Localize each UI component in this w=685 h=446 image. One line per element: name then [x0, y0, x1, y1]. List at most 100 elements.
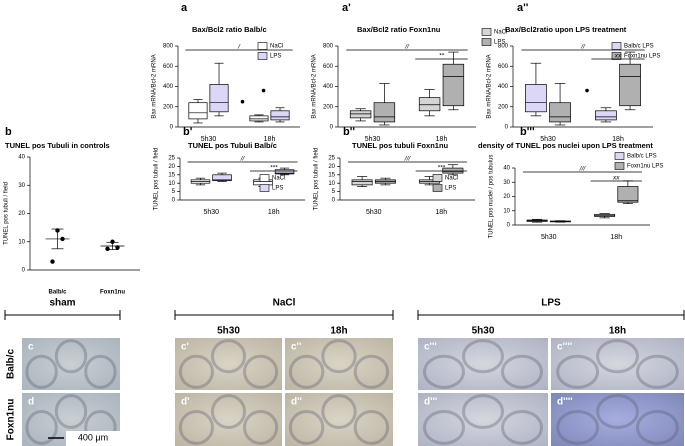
y-tick-label: 15	[168, 172, 175, 178]
legend-swatch	[257, 52, 268, 60]
tubule	[556, 354, 600, 389]
significance-label: ///	[404, 156, 412, 163]
tubule	[501, 354, 543, 389]
tubule	[54, 394, 88, 429]
significance-label: //	[404, 44, 410, 51]
y-tick-label: 0	[330, 125, 334, 131]
significance-label: /	[237, 44, 241, 51]
micrograph	[418, 393, 548, 446]
data-point	[105, 246, 110, 252]
box	[188, 102, 208, 120]
y-tick-label: 30	[18, 183, 25, 189]
y-tick-label: 600	[498, 64, 509, 70]
x-tick-label: Foxn1nu	[100, 290, 125, 296]
x-tick-label: 18h	[612, 136, 624, 143]
x-tick-label: 18h	[435, 209, 447, 216]
outlier	[585, 88, 589, 93]
y-tick-label: 0	[170, 125, 174, 131]
tubule	[243, 354, 279, 389]
time-label: 18h	[330, 326, 347, 337]
tubule	[353, 354, 390, 389]
micrograph	[175, 393, 282, 446]
significance-label: ***	[270, 165, 278, 172]
tubule	[288, 354, 325, 389]
y-tick-label: 0	[332, 198, 336, 204]
y-tick-label: 25	[168, 156, 175, 162]
box	[549, 102, 571, 123]
legend-swatch	[614, 152, 625, 160]
tubule	[635, 354, 679, 389]
chart-title: Bax/Bcl2 ratio Foxn1nu	[357, 25, 441, 34]
panel-label: d''	[291, 397, 302, 408]
y-tick-label: 20	[503, 194, 510, 200]
panel-label: d''''	[557, 397, 573, 408]
legend-swatch	[611, 52, 622, 60]
tubule	[423, 354, 465, 389]
box	[212, 174, 232, 182]
y-tick-label: 40	[18, 155, 25, 161]
y-tick-label: 400	[323, 84, 334, 90]
significance-label: //	[580, 44, 586, 51]
micrograph	[22, 338, 120, 390]
box	[442, 63, 465, 107]
box	[274, 169, 295, 175]
chart-title: TUNEL pos Tubuli Balb/c	[188, 141, 277, 150]
box	[595, 110, 617, 121]
y-tick-label: 800	[498, 44, 509, 50]
y-tick-label: 800	[323, 44, 334, 50]
legend-label: LPS	[270, 54, 281, 60]
tubule	[501, 410, 543, 445]
tubule	[54, 339, 88, 374]
tubule	[178, 410, 214, 445]
y-tick-label: 10	[168, 181, 175, 187]
y-tick-label: 400	[498, 84, 509, 90]
y-tick-label: 30	[503, 180, 510, 186]
significance-label: ///	[579, 166, 587, 173]
y-tick-label: 400	[163, 84, 174, 90]
legend-label: NaCl	[270, 44, 283, 50]
y-tick-label: 800	[163, 44, 174, 50]
outlier	[261, 88, 266, 93]
group-label: NaCl	[273, 298, 296, 309]
chart-title: Bax/Bcl2ratio upon LPS treatment	[505, 25, 627, 34]
legend-swatch	[257, 42, 268, 50]
legend-label: NaCl	[445, 176, 458, 182]
legend-label: Foxn1nu LPS	[624, 54, 660, 60]
significance-label: //	[240, 156, 246, 163]
legend-label: LPS	[494, 40, 505, 46]
y-tick-label: 15	[328, 172, 335, 178]
micrograph	[175, 338, 282, 390]
x-tick-label: 18h	[264, 136, 276, 143]
box	[209, 84, 229, 113]
time-label: 18h	[609, 326, 626, 337]
panel-label: c''''	[557, 342, 572, 353]
y-tick-label: 20	[328, 164, 335, 170]
x-tick-label: 18h	[610, 234, 622, 241]
legend-swatch	[481, 28, 492, 36]
tubule	[25, 410, 58, 445]
scale-bar-box	[66, 431, 120, 446]
x-tick-label: 5h30	[366, 209, 382, 216]
micrograph	[418, 338, 548, 390]
panel-letter: b'''	[520, 126, 535, 138]
tubule	[84, 354, 117, 389]
tubule	[635, 410, 679, 445]
tubule	[321, 339, 357, 374]
x-tick-label: 18h	[436, 136, 448, 143]
box	[373, 102, 396, 123]
x-tick-label: 5h30	[365, 136, 381, 143]
outlier	[240, 99, 245, 104]
legend-label: LPS	[445, 186, 456, 192]
x-tick-label: 5h30	[203, 209, 219, 216]
micrograph	[551, 338, 684, 390]
group-label: sham	[49, 298, 75, 309]
box	[619, 63, 641, 107]
y-tick-label: 10	[328, 181, 335, 187]
tubule	[210, 339, 247, 374]
panel-letter: b''	[343, 126, 355, 138]
data-point	[110, 239, 115, 244]
y-axis-label: Bax mRNA/Bcl-2 mRNA	[312, 54, 318, 118]
box	[617, 186, 639, 203]
panel-letter: b	[5, 126, 12, 138]
tubule	[25, 354, 58, 389]
